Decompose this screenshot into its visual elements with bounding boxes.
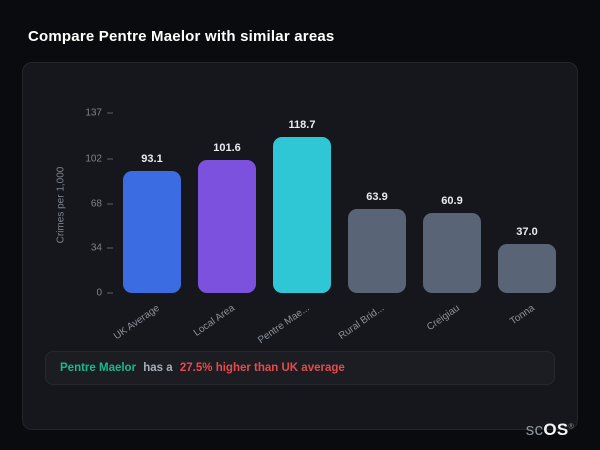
y-tick-label: 34: [90, 242, 102, 254]
annotation-area-name: Pentre Maelor: [60, 362, 137, 374]
y-tick: 34: [91, 243, 113, 254]
y-tick: 137: [85, 108, 113, 119]
bar-pentre-mae[interactable]: 118.7: [273, 119, 331, 293]
bar-local-area[interactable]: 101.6: [198, 142, 256, 293]
x-axis-label: Tonna: [507, 302, 537, 328]
chart-card: Crimes per 1,000 0 34 68 102 137 93.1 UK Aver…: [22, 62, 578, 430]
y-tick: 102: [85, 154, 113, 165]
y-tick-mark: [107, 247, 113, 249]
y-tick-mark: [107, 203, 113, 205]
bar-value-label: 60.9: [441, 195, 463, 207]
registered-mark: ®: [568, 423, 574, 431]
x-axis-label: Local Area: [191, 302, 237, 339]
y-tick: 68: [91, 198, 113, 209]
bar-chart: Crimes per 1,000 0 34 68 102 137 93.1 UK Aver…: [56, 108, 556, 346]
x-axis-label: Pentre Mae...: [256, 302, 312, 347]
x-axis-label: Creigiau: [424, 302, 462, 334]
bar-column: 101.6 Local Area: [192, 113, 256, 339]
x-axis-label: Rural Brid...: [337, 302, 387, 342]
annotation-text: has a: [143, 362, 173, 374]
bar-value-label: 101.6: [213, 141, 241, 154]
bar-uk-average[interactable]: 93.1: [123, 153, 181, 293]
page-title: Compare Pentre Maelor with similar areas: [28, 28, 335, 45]
logo-suffix: OS: [543, 420, 569, 439]
bar-value-label: 37.0: [516, 226, 538, 239]
logo-prefix: sc: [525, 420, 544, 439]
bar-value-label: 63.9: [366, 191, 388, 204]
y-tick-label: 0: [96, 287, 102, 299]
bar-column: 93.1 UK Average: [112, 113, 181, 342]
bar-tonna[interactable]: 37.0: [498, 226, 556, 293]
annotation-box: Pentre Maelor has a 27.5% higher than UK…: [45, 351, 555, 385]
scos-logo: scOS®: [526, 420, 574, 440]
y-tick-mark: [107, 292, 113, 294]
bar-column: 63.9 Rural Brid...: [337, 113, 406, 342]
y-axis-title: Crimes per 1,000: [55, 166, 67, 244]
bar-column: 37.0 Tonna: [498, 113, 556, 327]
bar-rural-brid[interactable]: 63.9: [348, 191, 406, 293]
annotation-stat: 27.5% higher than UK average: [179, 362, 345, 374]
y-tick-mark: [107, 112, 113, 114]
x-axis-label: UK Average: [111, 302, 162, 343]
y-tick-label: 102: [85, 153, 102, 165]
y-tick: 0: [96, 288, 113, 299]
bar-column: 118.7 Pentre Mae...: [256, 113, 331, 346]
plot-area: 93.1 UK Average 101.6 Local Area 118.7 Pentre…: [112, 113, 556, 346]
bar-column: 60.9 Creigiau: [423, 113, 481, 333]
y-axis: 0 34 68 102 137: [77, 108, 113, 299]
bar-value-label: 118.7: [288, 119, 316, 132]
y-tick-label: 68: [90, 198, 102, 210]
y-tick-label: 137: [85, 107, 102, 119]
y-tick-mark: [107, 158, 113, 160]
bar-creigiau[interactable]: 60.9: [423, 195, 481, 293]
bar-value-label: 93.1: [141, 152, 163, 165]
